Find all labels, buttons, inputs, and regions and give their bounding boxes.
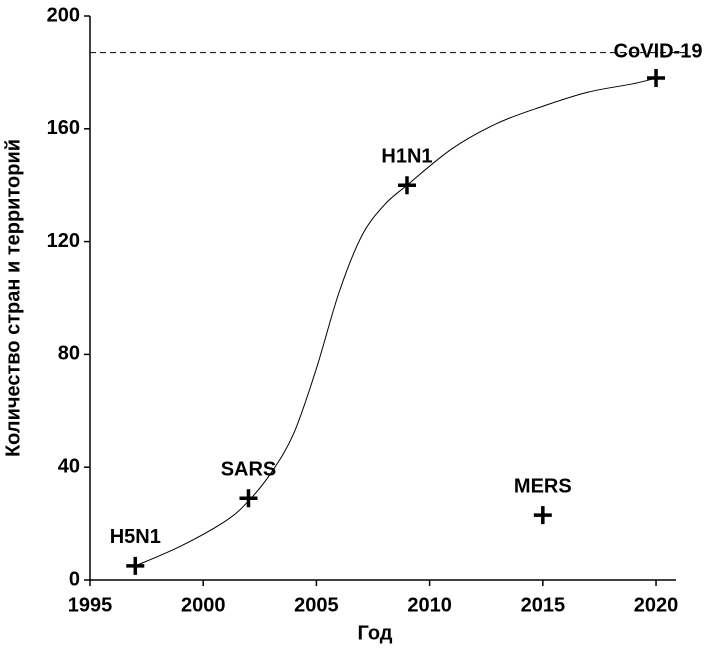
x-axis-label: Год (358, 622, 393, 644)
y-tick-label: 200 (47, 4, 80, 26)
x-tick-label: 2020 (634, 594, 679, 616)
y-axis-label: Количество стран и территорий (2, 139, 24, 457)
point-label: H1N1 (381, 145, 432, 167)
point-marker (533, 506, 552, 525)
y-tick-label: 0 (69, 568, 80, 590)
x-tick-label: 2010 (407, 594, 452, 616)
y-tick-label: 40 (58, 455, 80, 477)
x-tick-label: 2000 (181, 594, 226, 616)
point-marker (647, 69, 666, 88)
point-label: H5N1 (110, 526, 161, 548)
x-tick-label: 2005 (294, 594, 339, 616)
fit-curve (135, 77, 657, 567)
point-marker (126, 556, 145, 575)
y-tick-label: 120 (47, 230, 80, 252)
point-marker (239, 489, 258, 508)
point-label: CoVID-19 (614, 40, 703, 62)
point-label: MERS (514, 475, 572, 497)
y-tick-label: 80 (58, 343, 80, 365)
x-tick-label: 1995 (68, 594, 113, 616)
point-marker (397, 176, 416, 195)
x-tick-label: 2015 (521, 594, 566, 616)
y-tick-label: 160 (47, 117, 80, 139)
point-label: SARS (221, 459, 277, 481)
